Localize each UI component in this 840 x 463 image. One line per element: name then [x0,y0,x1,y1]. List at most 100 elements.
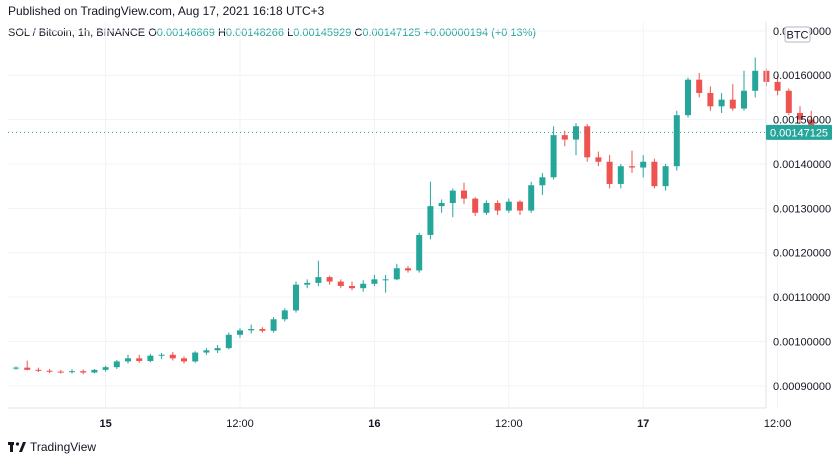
candle[interactable] [785,88,792,116]
candle-body [225,334,232,349]
candle[interactable] [360,280,367,292]
candle[interactable] [673,110,680,171]
candle[interactable] [349,281,355,291]
candle-body [685,79,691,116]
price-axis[interactable]: 0.00090000 0.00100000 0.00110000 0.00120000… [773,26,831,393]
candle[interactable] [259,327,266,333]
candle[interactable] [371,274,378,286]
candle[interactable] [651,158,658,189]
candle[interactable] [629,150,635,173]
candle[interactable] [640,155,647,178]
candle[interactable] [91,368,98,374]
candle[interactable] [203,348,210,355]
candle[interactable] [326,275,333,285]
symbol-legend: SOL / Bitcoin, 1h, BINANCE O0.00146869 H… [8,27,536,39]
candle[interactable] [505,198,512,213]
candle[interactable] [707,86,714,111]
candle-body [696,79,703,93]
candle[interactable] [248,324,255,334]
candle[interactable] [237,328,243,338]
candle[interactable] [752,57,759,98]
candle[interactable] [80,369,87,375]
currency-badge-label: BTC [787,30,809,42]
candle-body [349,285,355,289]
candle[interactable] [158,352,165,360]
candle[interactable] [24,360,31,371]
candle[interactable] [584,124,591,162]
candle[interactable] [517,200,523,215]
candle-body [69,371,75,373]
candles-group [13,57,826,375]
candle[interactable] [46,368,53,373]
candle[interactable] [181,356,187,364]
candle-body [472,198,479,213]
candle[interactable] [405,266,411,273]
candle[interactable] [595,151,602,167]
candle-body [136,358,143,361]
candle[interactable] [169,352,176,361]
candle-body [304,282,311,285]
candle[interactable] [192,351,199,363]
candle[interactable] [606,155,613,189]
candle[interactable] [539,172,546,196]
candle[interactable] [438,199,445,213]
candle[interactable] [696,73,703,98]
candle[interactable] [147,353,154,363]
candle[interactable] [293,281,299,313]
candle[interactable] [393,263,400,281]
candle[interactable] [685,77,691,118]
candle[interactable] [797,106,803,125]
candle[interactable] [270,317,277,333]
candle[interactable] [57,369,64,374]
candle-body [13,367,19,369]
y-tick-label: 0.00090000 [773,381,831,393]
candle[interactable] [427,181,434,240]
candle[interactable] [472,197,479,216]
candle-body [46,370,53,372]
candle[interactable] [741,70,747,111]
candle[interactable] [550,126,557,180]
candle[interactable] [573,123,579,156]
candle[interactable] [69,369,75,374]
candle[interactable] [337,279,344,289]
candle-body [584,126,591,158]
candle-body [158,354,165,356]
candle[interactable] [528,181,535,213]
candle[interactable] [416,232,423,273]
candle-body [192,352,199,362]
candle-body [494,203,501,211]
candle[interactable] [281,308,288,322]
candle[interactable] [774,75,781,96]
tradingview-logo-icon [8,442,26,452]
candle[interactable] [225,332,232,350]
tradingview-brand[interactable]: TradingView [8,440,96,454]
candle[interactable] [113,360,120,369]
candle[interactable] [662,163,669,191]
candle[interactable] [35,367,42,373]
candle[interactable] [494,200,501,215]
candle[interactable] [102,365,109,372]
candle[interactable] [315,260,322,286]
candle[interactable] [718,92,725,113]
candle-body [550,135,557,178]
candle[interactable] [483,200,490,215]
y-tick-label: 0.00120000 [773,248,831,260]
candle[interactable] [729,84,736,111]
y-tick-label: 0.00100000 [773,336,831,348]
candle[interactable] [382,274,389,293]
grid-lines [8,22,779,408]
time-axis[interactable]: 15 12:00 16 12:00 17 12:00 [99,418,791,430]
candle[interactable] [13,366,19,370]
candle[interactable] [617,163,624,189]
candle[interactable] [125,354,131,364]
candle-body [797,112,803,120]
candle[interactable] [136,354,143,363]
candle[interactable] [304,279,311,289]
candle[interactable] [214,344,221,353]
candle[interactable] [561,130,568,147]
candle[interactable] [461,182,467,204]
candle-body [315,277,322,283]
candle-body [427,206,434,235]
candle[interactable] [449,188,456,218]
